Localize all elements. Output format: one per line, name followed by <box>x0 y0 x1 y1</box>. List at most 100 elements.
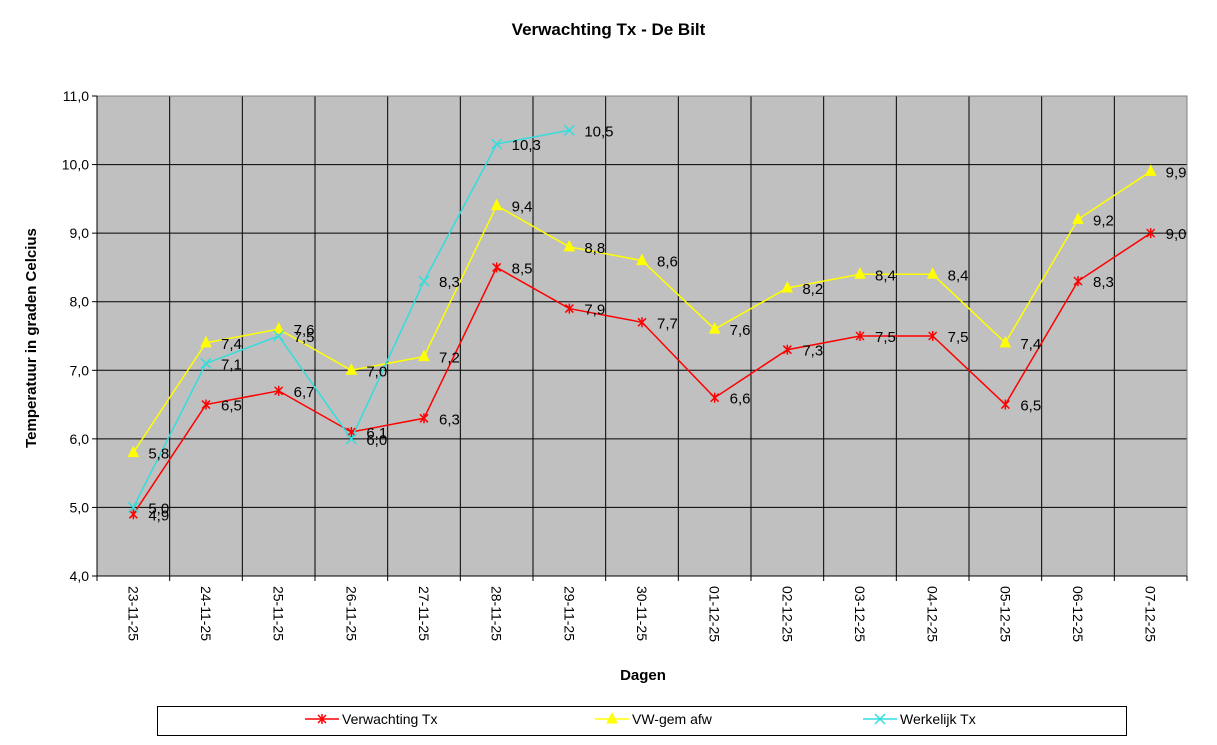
data-point-werkelijk-tx <box>345 433 357 445</box>
data-label-verwachting-tx: 6,5 <box>1020 398 1041 415</box>
x-tick-label: 24-11-25 <box>198 586 214 641</box>
data-label-vw-gem-afw: 8,2 <box>802 281 823 298</box>
y-tick-label: 11,0 <box>63 88 89 104</box>
marker-triangle <box>490 198 503 211</box>
marker-stroke <box>418 275 430 287</box>
data-point-vw-gem-afw <box>272 322 285 334</box>
legend-marker <box>317 714 327 724</box>
data-point-vw-gem-afw <box>200 335 212 348</box>
legend-label: Werkelijk Tx <box>900 711 976 727</box>
data-label-vw-gem-afw: 8,4 <box>875 267 896 284</box>
x-tick-label: 27-11-25 <box>416 586 432 641</box>
data-point-verwachting-tx <box>1073 276 1083 287</box>
marker-stroke <box>200 357 212 369</box>
y-tick-label: 6,0 <box>70 431 90 447</box>
x-tick-label: 01-12-25 <box>707 586 723 642</box>
data-point-verwachting-tx <box>128 509 138 520</box>
data-label-verwachting-tx: 7,3 <box>802 343 823 360</box>
data-point-werkelijk-tx <box>491 138 503 150</box>
data-label-verwachting-tx: 6,5 <box>221 398 242 415</box>
data-label-verwachting-tx: 7,9 <box>584 302 605 319</box>
data-label-verwachting-tx: 7,5 <box>875 329 896 346</box>
marker-triangle <box>127 445 140 458</box>
marker-triangle <box>345 363 358 375</box>
x-tick-label: 29-11-25 <box>561 586 577 641</box>
data-label-vw-gem-afw: 5,8 <box>148 446 169 463</box>
data-labels: 4,9 6,5 6,7 6,1 6,3 8,5 7,9 7,7 6,6 7,3 7,5 7,5 6,5 8… <box>148 123 1186 524</box>
data-point-verwachting-tx <box>855 331 865 341</box>
data-point-werkelijk-tx <box>418 275 430 287</box>
marker-stroke <box>563 124 575 136</box>
marker-triangle <box>999 335 1012 348</box>
x-tick-label: 02-12-25 <box>779 586 795 642</box>
marker-stroke <box>127 501 139 513</box>
marker-stroke <box>273 330 285 342</box>
data-label-vw-gem-afw: 8,4 <box>948 267 969 284</box>
x-tick-label: 30-11-25 <box>634 586 650 641</box>
legend-label: Verwachting Tx <box>342 711 437 727</box>
data-label-verwachting-tx: 4,9 <box>148 507 169 524</box>
data-point-verwachting-tx <box>346 427 356 437</box>
y-axis-title: Temperatuur in graden Celcius <box>23 228 40 448</box>
data-point-verwachting-tx <box>419 413 429 424</box>
x-tick-label: 03-12-25 <box>852 586 868 642</box>
data-label-werkelijk-tx: 7,1 <box>221 356 242 373</box>
data-point-werkelijk-tx <box>273 330 285 342</box>
marker-triangle <box>708 322 721 334</box>
data-point-verwachting-tx <box>637 317 647 328</box>
marker-stroke <box>345 433 357 445</box>
data-point-vw-gem-afw <box>490 198 503 211</box>
y-tick-label: 5,0 <box>70 499 90 515</box>
data-label-werkelijk-tx: 5,0 <box>148 500 169 517</box>
data-label-verwachting-tx: 7,5 <box>948 329 969 346</box>
data-point-vw-gem-afw <box>563 239 576 252</box>
y-tick-label: 7,0 <box>70 362 90 378</box>
axes: 4,0 5,0 6,0 7,0 8,0 9,0 10,0 11,0 23-11-25 24-11-… <box>23 88 1188 684</box>
data-label-werkelijk-tx: 10,5 <box>584 123 613 140</box>
data-label-vw-gem-afw: 9,2 <box>1093 212 1114 229</box>
x-tick-label: 26-11-25 <box>343 586 359 641</box>
data-point-vw-gem-afw <box>1144 164 1157 176</box>
marker-triangle <box>926 267 939 279</box>
data-label-vw-gem-afw: 8,6 <box>657 254 678 271</box>
y-tick-label: 10,0 <box>62 157 89 173</box>
chart-title: Verwachting Tx - De Bilt <box>511 20 706 39</box>
data-point-vw-gem-afw <box>926 267 939 279</box>
x-axis-title: Dagen <box>620 667 666 684</box>
data-point-verwachting-tx <box>1000 399 1010 410</box>
marker-triangle <box>200 335 212 348</box>
legend <box>157 706 1127 736</box>
data-label-vw-gem-afw: 7,2 <box>439 350 460 367</box>
data-label-verwachting-tx: 6,3 <box>439 411 460 428</box>
data-label-verwachting-tx: 7,7 <box>657 315 678 332</box>
data-point-werkelijk-tx <box>127 501 139 513</box>
data-label-verwachting-tx: 8,3 <box>1093 274 1114 291</box>
data-point-vw-gem-afw <box>781 280 794 293</box>
data-point-vw-gem-afw <box>636 253 648 266</box>
data-label-verwachting-tx: 6,6 <box>730 391 751 408</box>
data-label-werkelijk-tx: 7,5 <box>294 329 315 346</box>
marker-stroke <box>874 713 886 725</box>
data-point-vw-gem-afw <box>345 363 358 375</box>
legend-entries: Verwachting Tx VW-gem afw Werkelijk Tx <box>305 711 976 727</box>
legend-label: VW-gem afw <box>632 711 713 727</box>
x-tick-label: 04-12-25 <box>925 586 941 642</box>
data-point-vw-gem-afw <box>418 349 430 362</box>
data-point-vw-gem-afw <box>127 445 140 458</box>
x-tick-label: 06-12-25 <box>1070 586 1086 642</box>
data-point-vw-gem-afw <box>854 267 866 279</box>
x-tick-label: 25-11-25 <box>271 586 287 641</box>
data-point-verwachting-tx <box>1146 228 1156 239</box>
data-point-werkelijk-tx <box>200 357 212 369</box>
marker-triangle <box>854 267 866 279</box>
data-label-verwachting-tx: 8,5 <box>512 260 533 277</box>
data-label-vw-gem-afw: 9,4 <box>512 199 533 216</box>
data-label-vw-gem-afw: 7,4 <box>1020 336 1041 353</box>
data-point-verwachting-tx <box>710 392 720 403</box>
series-layer <box>127 124 1157 520</box>
data-label-vw-gem-afw: 9,9 <box>1166 164 1187 181</box>
data-label-werkelijk-tx: 10,3 <box>512 137 541 154</box>
y-tick-label: 4,0 <box>70 568 90 584</box>
legend-marker <box>874 713 886 725</box>
marker-triangle <box>606 711 618 724</box>
